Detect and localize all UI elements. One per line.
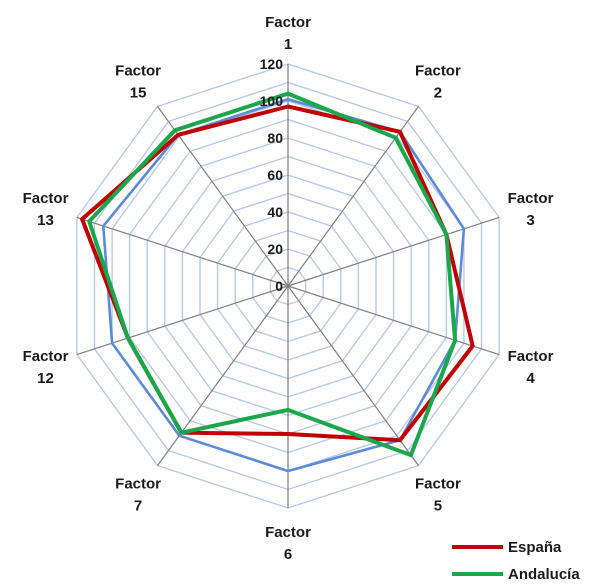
legend-label-andaluc-a: Andalucía xyxy=(508,566,580,583)
legend: España Andalucía xyxy=(452,539,580,583)
series-line-reference xyxy=(101,97,466,473)
category-label: Factor 15 xyxy=(115,63,161,102)
category-label: Factor 13 xyxy=(23,190,69,229)
tick-label: 60 xyxy=(267,167,283,183)
category-label: Factor 6 xyxy=(265,524,311,563)
series-line-espa-a xyxy=(79,104,475,443)
category-label: Factor 1 xyxy=(265,14,311,53)
category-label: Factor 12 xyxy=(23,348,69,387)
legend-label-espa-a: España xyxy=(508,539,562,556)
category-labels: Factor 1 Factor 2 Factor 3 Factor 4 Factor 5 Facto… xyxy=(23,14,554,563)
series-line-andaluc-a xyxy=(86,91,458,458)
tick-label: 0 xyxy=(275,278,283,294)
radar-series xyxy=(79,91,475,473)
category-label: Factor 2 xyxy=(415,63,461,102)
spoke xyxy=(157,285,289,466)
tick-label: 20 xyxy=(267,241,283,257)
spoke xyxy=(76,216,289,287)
tick-label: 80 xyxy=(267,130,283,146)
category-label: Factor 4 xyxy=(508,348,554,387)
tick-label: 40 xyxy=(267,204,283,220)
category-label: Factor 5 xyxy=(415,475,461,514)
radial-tick-labels: 0 20 40 60 80 100 120 xyxy=(260,56,284,294)
category-label: Factor 3 xyxy=(508,190,554,229)
tick-label: 120 xyxy=(260,56,284,72)
tick-label: 100 xyxy=(260,93,284,109)
spoke xyxy=(287,285,500,356)
spoke xyxy=(287,285,419,466)
category-label: Factor 7 xyxy=(115,475,161,514)
